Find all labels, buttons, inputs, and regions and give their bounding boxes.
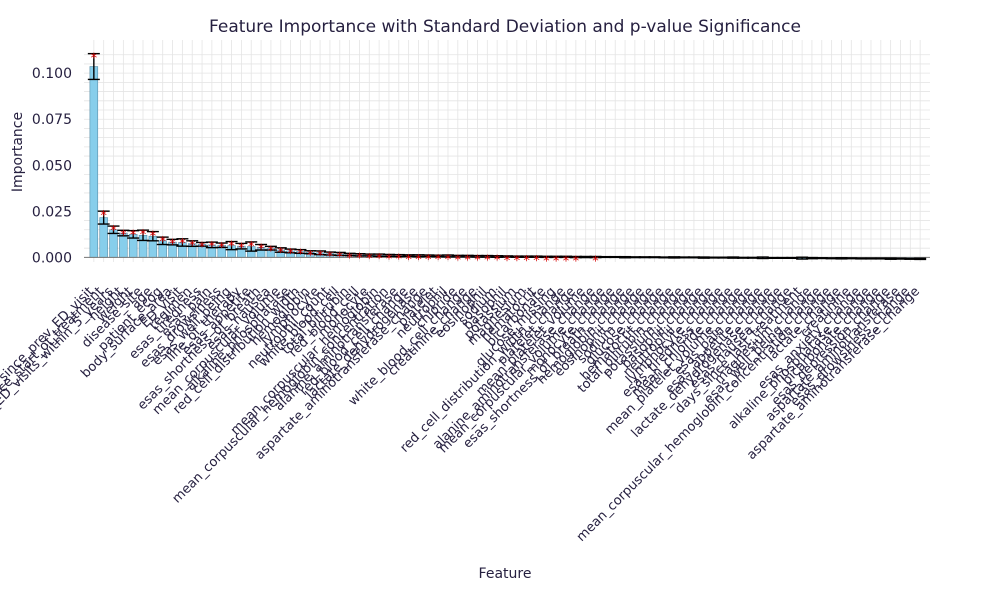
significance-star: * bbox=[91, 52, 98, 67]
error-bar bbox=[146, 230, 159, 242]
x-axis-label: Feature bbox=[479, 566, 532, 582]
significance-star: * bbox=[415, 253, 422, 268]
significance-star: * bbox=[474, 254, 481, 269]
y-axis-ticks: 0.000 0.025 0.050 0.075 0.100 bbox=[32, 66, 72, 266]
significance-star: * bbox=[573, 254, 580, 269]
significance-star: * bbox=[120, 228, 127, 243]
significance-star: * bbox=[110, 224, 117, 239]
significance-star: * bbox=[277, 246, 284, 261]
significance-star: * bbox=[543, 254, 550, 269]
y-tick-label: 0.075 bbox=[32, 112, 72, 128]
significance-star: * bbox=[405, 253, 412, 268]
error-bar bbox=[87, 52, 100, 81]
significance-star: * bbox=[169, 237, 176, 252]
significance-star: * bbox=[346, 251, 353, 266]
significance-star: * bbox=[553, 254, 560, 269]
significance-star: * bbox=[268, 244, 275, 259]
significance-star: * bbox=[514, 254, 521, 269]
significance-star: * bbox=[189, 239, 196, 254]
significance-star: * bbox=[592, 254, 599, 269]
significance-star: * bbox=[317, 249, 324, 264]
y-tick-label: 0.050 bbox=[32, 158, 72, 174]
error-bar bbox=[264, 245, 277, 251]
significance-star: * bbox=[337, 250, 344, 265]
significance-star: * bbox=[504, 254, 511, 269]
significance-star: * bbox=[386, 252, 393, 267]
error-bar bbox=[215, 242, 228, 249]
significance-star: * bbox=[533, 254, 540, 269]
bar bbox=[89, 66, 99, 258]
y-tick-label: 0.100 bbox=[32, 66, 72, 82]
significance-star: * bbox=[218, 241, 225, 256]
significance-star: * bbox=[425, 253, 432, 268]
significance-star: * bbox=[159, 235, 166, 250]
significance-star: * bbox=[396, 253, 403, 268]
significance-star: * bbox=[179, 237, 186, 252]
significance-star: * bbox=[445, 253, 452, 268]
significance-star: * bbox=[140, 228, 147, 243]
significance-star: * bbox=[523, 254, 530, 269]
y-axis-label: Importance bbox=[10, 112, 26, 192]
significance-star: * bbox=[376, 252, 383, 267]
y-tick-label: 0.025 bbox=[32, 204, 72, 220]
significance-star: * bbox=[100, 209, 107, 224]
error-bar bbox=[97, 210, 110, 225]
significance-star: * bbox=[199, 240, 206, 255]
significance-star: * bbox=[435, 253, 442, 268]
error-bar bbox=[225, 240, 238, 251]
significance-star: * bbox=[366, 252, 373, 267]
significance-markers: *** * * * * * * * * * * * * * * * * * * * * * * * * * * * * * * * * * * * * *… bbox=[91, 52, 600, 270]
error-bar bbox=[914, 257, 927, 261]
significance-star: * bbox=[455, 253, 462, 268]
significance-star: * bbox=[356, 252, 363, 267]
significance-star: * bbox=[238, 241, 245, 256]
significance-star: * bbox=[209, 240, 216, 255]
significance-star: * bbox=[307, 249, 314, 264]
significance-star: * bbox=[563, 254, 570, 269]
significance-star: * bbox=[228, 240, 235, 255]
error-bar bbox=[235, 242, 248, 250]
significance-star: * bbox=[130, 229, 137, 244]
y-tick-label: 0.000 bbox=[32, 250, 72, 266]
significance-star: * bbox=[150, 230, 157, 245]
significance-star: * bbox=[248, 240, 255, 255]
chart-title: Feature Importance with Standard Deviati… bbox=[209, 17, 801, 37]
significance-star: * bbox=[484, 254, 491, 269]
grid bbox=[84, 40, 930, 262]
x-axis-ticks: days_since_prev_ED_visitdays_since_start… bbox=[0, 284, 923, 545]
error-bars bbox=[87, 52, 927, 261]
significance-star: * bbox=[297, 248, 304, 263]
error-bar bbox=[245, 241, 258, 252]
significance-star: * bbox=[327, 250, 334, 265]
significance-star: * bbox=[494, 254, 501, 269]
significance-star: * bbox=[287, 247, 294, 262]
significance-star: * bbox=[464, 253, 471, 268]
significance-star: * bbox=[258, 242, 265, 257]
error-bar bbox=[107, 225, 120, 235]
